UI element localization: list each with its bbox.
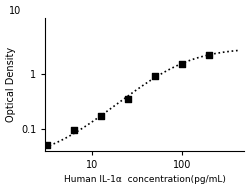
Point bbox=[126, 97, 130, 100]
Point bbox=[207, 53, 211, 56]
Point bbox=[45, 143, 49, 146]
Text: 10: 10 bbox=[9, 6, 22, 16]
Point bbox=[180, 63, 184, 66]
Point bbox=[72, 129, 76, 132]
Point bbox=[99, 115, 103, 118]
Y-axis label: Optical Density: Optical Density bbox=[6, 47, 16, 122]
Point bbox=[153, 75, 157, 78]
X-axis label: Human IL-1α  concentration(pg/mL): Human IL-1α concentration(pg/mL) bbox=[64, 175, 226, 184]
